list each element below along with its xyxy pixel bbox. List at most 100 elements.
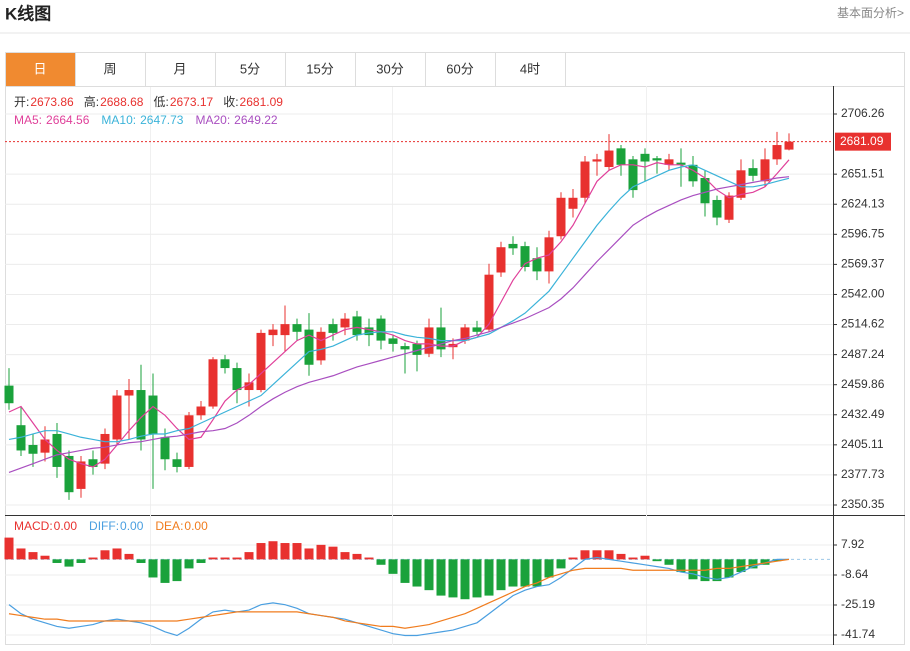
tab[interactable] xyxy=(145,52,216,87)
candle-body xyxy=(280,324,290,336)
macd-bar xyxy=(76,559,86,563)
macd-bar xyxy=(760,559,770,565)
y-tick-label: 7.92 xyxy=(841,537,865,551)
legend-text: 2673.86 xyxy=(30,95,74,109)
tab[interactable] xyxy=(495,52,566,87)
candle-body xyxy=(460,327,470,341)
candle-body xyxy=(604,150,614,168)
macd-bar xyxy=(292,543,302,560)
candle-body xyxy=(244,382,254,391)
tab-label[interactable]: 60分 xyxy=(446,61,473,76)
tab-label[interactable]: 15分 xyxy=(306,61,333,76)
macd-bar xyxy=(496,559,506,591)
macd-bar xyxy=(208,557,218,560)
last-price-label: 2681.09 xyxy=(840,134,884,148)
candle-body xyxy=(160,437,170,460)
candle-body xyxy=(592,159,602,162)
macd-bar xyxy=(136,559,146,563)
tab-label[interactable]: 日 xyxy=(33,61,46,76)
tab[interactable] xyxy=(75,52,146,87)
indicator-line xyxy=(8,556,789,637)
candle-body xyxy=(760,159,770,182)
macd-bar xyxy=(244,552,254,560)
macd-bar xyxy=(436,559,446,596)
candle-body xyxy=(328,324,338,333)
legend-text: 0.00 xyxy=(54,519,78,533)
legend-text: 收: xyxy=(223,95,238,109)
y-tick-label: 2459.86 xyxy=(841,377,885,391)
macd-bar xyxy=(268,541,278,560)
y-tick-label: 2350.35 xyxy=(841,497,885,511)
legend-text: MA10: xyxy=(101,113,136,127)
tab[interactable] xyxy=(285,52,356,87)
candle-body xyxy=(676,162,686,165)
candle-body xyxy=(292,324,302,332)
legend-text: MA5: xyxy=(14,113,42,127)
candle-body xyxy=(136,390,146,440)
macd-bar xyxy=(352,553,362,560)
candle-body xyxy=(208,359,218,407)
macd-bar xyxy=(100,550,110,560)
macd-bar xyxy=(232,557,242,560)
macd-bar xyxy=(280,543,290,560)
y-tick-label: 2569.37 xyxy=(841,257,885,271)
macd-bar xyxy=(88,557,98,560)
macd-bar xyxy=(4,537,14,560)
legend-text: 0.00 xyxy=(184,519,208,533)
candle-body xyxy=(304,329,314,365)
macd-bar xyxy=(544,559,554,578)
candle-body xyxy=(256,332,266,391)
candle-body xyxy=(688,164,698,182)
macd-bar xyxy=(712,559,722,582)
macd-bar xyxy=(64,559,74,567)
tab-label[interactable]: 周 xyxy=(103,61,116,76)
candle-body xyxy=(496,247,506,273)
candle-body xyxy=(352,316,362,336)
indicator-line xyxy=(8,164,790,443)
macd-bar xyxy=(40,555,50,560)
candle-body xyxy=(220,359,230,369)
macd-bar xyxy=(112,548,122,560)
candle-body xyxy=(340,318,350,328)
macd-bar xyxy=(160,559,170,583)
y-tick-label: 2514.62 xyxy=(841,317,885,331)
candle-body xyxy=(184,415,194,467)
macd-bar xyxy=(196,559,206,563)
candle-body xyxy=(196,406,206,416)
macd-bar xyxy=(736,559,746,573)
macd-bar xyxy=(316,544,326,560)
candle-body xyxy=(112,395,122,440)
y-tick-label: 2377.73 xyxy=(841,467,885,481)
candle-body xyxy=(724,195,734,220)
candle-body xyxy=(772,145,782,160)
macd-bar xyxy=(748,559,758,569)
legend-text: 0.00 xyxy=(120,519,144,533)
fundamental-link[interactable]: 基本面分析> xyxy=(837,6,904,20)
macd-bar xyxy=(520,559,530,587)
candle-body xyxy=(124,390,134,396)
macd-bar xyxy=(592,550,602,560)
y-tick-label: 2706.26 xyxy=(841,106,885,120)
y-tick-label: 2432.49 xyxy=(841,407,885,421)
macd-bar xyxy=(628,557,638,560)
candle-body xyxy=(64,455,74,493)
macd-bar xyxy=(328,546,338,560)
candle-body xyxy=(652,158,662,161)
macd-bar xyxy=(664,559,674,565)
tab[interactable] xyxy=(5,52,76,87)
candle-body xyxy=(556,197,566,237)
tab-label[interactable]: 30分 xyxy=(376,61,403,76)
macd-bar xyxy=(340,552,350,560)
candle-body xyxy=(148,395,158,434)
y-tick-label: -41.74 xyxy=(841,627,875,641)
macd-bar xyxy=(772,559,782,562)
tab-label[interactable]: 5分 xyxy=(240,61,260,76)
candle-body xyxy=(76,461,86,489)
macd-bar xyxy=(508,559,518,587)
candle-body xyxy=(484,274,494,330)
tab-label[interactable]: 4时 xyxy=(520,61,540,76)
tab-label[interactable]: 月 xyxy=(173,61,186,76)
macd-bar xyxy=(532,559,542,587)
